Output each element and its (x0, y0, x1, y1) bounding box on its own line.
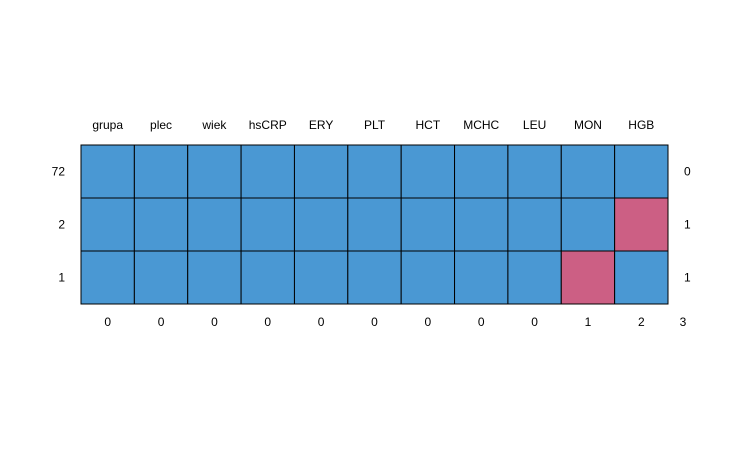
observed-cell (400, 197, 456, 252)
observed-cell (187, 144, 242, 199)
row-missing-total: 1 (684, 218, 691, 232)
observed-cell (347, 144, 402, 199)
column-missing-count: 0 (104, 315, 111, 329)
column-label: MON (574, 118, 602, 132)
column-missing-count: 0 (478, 315, 485, 329)
column-missing-counts: 0 0 0 0 0 0 0 0 0 1 2 3 (104, 315, 686, 329)
column-label: hsCRP (249, 118, 287, 132)
observed-cell (293, 197, 349, 252)
observed-cell (454, 144, 509, 199)
column-missing-count: 0 (264, 315, 271, 329)
observed-cell (347, 197, 402, 252)
row-count-labels: 72 2 1 (52, 165, 66, 285)
observed-cell (80, 197, 135, 252)
row-missing-total: 0 (684, 165, 691, 179)
column-label: LEU (523, 118, 546, 132)
total-missing-count: 3 (680, 315, 687, 329)
observed-cell (347, 250, 402, 305)
observed-cell (80, 144, 135, 199)
column-missing-count: 0 (425, 315, 432, 329)
observed-cell (133, 144, 189, 199)
column-labels: grupa plec wiek hsCRP ERY PLT HCT MCHC LEU MON HGB (92, 118, 654, 132)
observed-cell (400, 144, 456, 199)
observed-cell (133, 197, 189, 252)
column-missing-count: 0 (371, 315, 378, 329)
observed-cell (560, 144, 616, 199)
observed-cell (187, 250, 242, 305)
row-count-label: 2 (58, 218, 65, 232)
observed-cell (614, 144, 669, 199)
column-label: HGB (628, 118, 654, 132)
observed-cell (240, 144, 295, 199)
column-label: grupa (92, 118, 123, 132)
observed-cell (293, 144, 349, 199)
row-missing-total: 1 (684, 271, 691, 285)
row-missing-totals: 0 1 1 (684, 165, 691, 285)
observed-cell (560, 197, 616, 252)
missing-cell (560, 250, 616, 305)
observed-cell (454, 250, 509, 305)
column-missing-count: 1 (585, 315, 592, 329)
observed-cell (454, 197, 509, 252)
observed-cell (133, 250, 189, 305)
column-label: ERY (309, 118, 333, 132)
column-missing-count: 0 (211, 315, 218, 329)
column-missing-count: 0 (318, 315, 325, 329)
observed-cell (240, 250, 295, 305)
observed-cell (507, 197, 562, 252)
observed-cell (400, 250, 456, 305)
column-missing-count: 0 (158, 315, 165, 329)
row-count-label: 72 (52, 165, 66, 179)
observed-cell (614, 250, 669, 305)
observed-cell (80, 250, 135, 305)
observed-cell (240, 197, 295, 252)
column-label: PLT (364, 118, 386, 132)
column-label: wiek (201, 118, 227, 132)
column-missing-count: 0 (531, 315, 538, 329)
column-label: plec (150, 118, 172, 132)
observed-cell (507, 144, 562, 199)
observed-cell (507, 250, 562, 305)
column-missing-count: 2 (638, 315, 645, 329)
row-count-label: 1 (58, 271, 65, 285)
column-label: HCT (416, 118, 441, 132)
observed-cell (293, 250, 349, 305)
column-label: MCHC (463, 118, 499, 132)
pattern-grid (80, 144, 669, 305)
missing-cell (614, 197, 669, 252)
observed-cell (187, 197, 242, 252)
